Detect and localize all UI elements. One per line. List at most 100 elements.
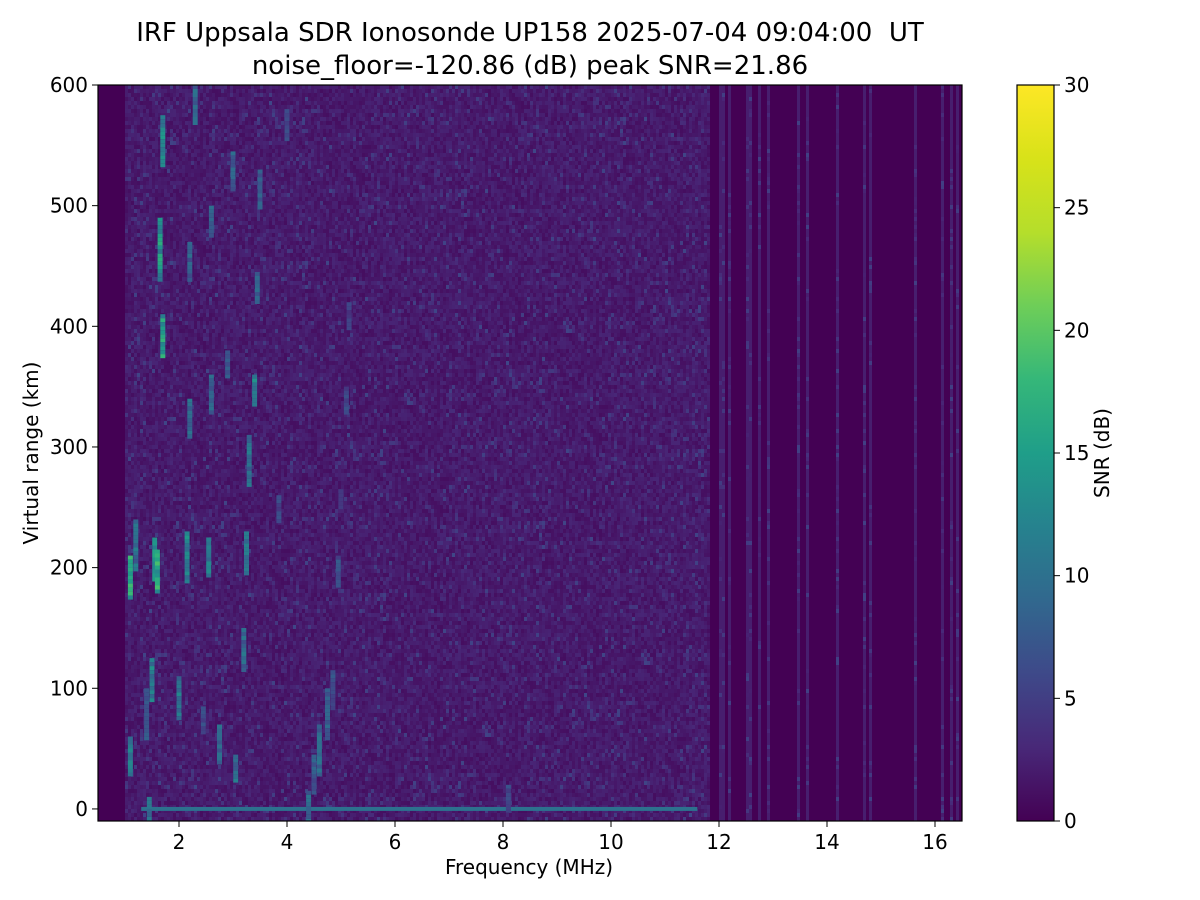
noise-cell xyxy=(194,353,197,357)
noise-cell xyxy=(185,169,188,173)
noise-cell xyxy=(170,553,173,557)
noise-cell xyxy=(197,425,200,429)
noise-cell xyxy=(167,489,170,493)
noise-cell xyxy=(149,437,152,441)
noise-cell xyxy=(203,425,206,429)
noise-cell xyxy=(143,125,146,129)
noise-cell xyxy=(152,161,155,165)
noise-cell xyxy=(194,249,197,253)
noise-cell xyxy=(125,217,128,221)
noise-cell xyxy=(170,561,173,565)
noise-cell xyxy=(149,585,152,589)
noise-cell xyxy=(197,129,200,133)
noise-cell xyxy=(128,229,131,233)
noise-cell xyxy=(170,657,173,661)
noise-cell xyxy=(161,285,164,289)
noise-cell xyxy=(143,297,146,301)
noise-cell xyxy=(179,253,182,257)
noise-cell xyxy=(164,517,167,521)
noise-cell xyxy=(182,409,185,413)
noise-cell xyxy=(191,781,194,785)
noise-cell xyxy=(176,433,179,437)
noise-cell xyxy=(185,121,188,125)
noise-cell xyxy=(137,181,140,185)
noise-cell xyxy=(125,221,128,225)
noise-cell xyxy=(203,261,206,265)
noise-cell xyxy=(125,185,128,189)
noise-cell xyxy=(128,705,131,709)
noise-cell xyxy=(134,621,137,625)
noise-cell xyxy=(200,605,203,609)
noise-cell xyxy=(197,649,200,653)
noise-cell xyxy=(170,597,173,601)
noise-cell xyxy=(185,521,188,525)
noise-cell xyxy=(185,625,188,629)
noise-cell xyxy=(203,409,206,413)
noise-cell xyxy=(176,597,179,601)
noise-cell xyxy=(200,257,203,261)
noise-cell xyxy=(158,741,161,745)
noise-cell xyxy=(197,257,200,261)
noise-cell xyxy=(149,617,152,621)
noise-cell xyxy=(128,197,131,201)
noise-cell xyxy=(143,373,146,377)
noise-cell xyxy=(143,393,146,397)
noise-cell xyxy=(179,465,182,469)
noise-cell xyxy=(125,345,128,349)
noise-cell xyxy=(125,413,128,417)
noise-cell xyxy=(152,601,155,605)
noise-cell xyxy=(194,333,197,337)
noise-cell xyxy=(140,309,143,313)
noise-cell xyxy=(176,357,179,361)
noise-cell xyxy=(125,325,128,329)
noise-cell xyxy=(131,509,134,513)
noise-cell xyxy=(197,141,200,145)
noise-cell xyxy=(161,741,164,745)
noise-cell xyxy=(131,141,134,145)
noise-cell xyxy=(170,577,173,581)
noise-cell xyxy=(194,241,197,245)
noise-cell xyxy=(137,293,140,297)
noise-cell xyxy=(194,717,197,721)
noise-cell xyxy=(149,553,152,557)
noise-cell xyxy=(140,733,143,737)
noise-cell xyxy=(128,169,131,173)
noise-cell xyxy=(161,409,164,413)
noise-cell xyxy=(197,673,200,677)
noise-cell xyxy=(140,525,143,529)
noise-cell xyxy=(149,193,152,197)
noise-cell xyxy=(167,717,170,721)
noise-cell xyxy=(191,669,194,673)
noise-cell xyxy=(134,713,137,717)
noise-cell xyxy=(125,373,128,377)
noise-cell xyxy=(125,401,128,405)
noise-cell xyxy=(191,701,194,705)
noise-cell xyxy=(128,533,131,537)
noise-cell xyxy=(131,265,134,269)
noise-cell xyxy=(185,621,188,625)
noise-cell xyxy=(137,101,140,105)
noise-cell xyxy=(188,301,191,305)
noise-cell xyxy=(170,641,173,645)
noise-cell xyxy=(206,173,209,177)
noise-cell xyxy=(176,757,179,761)
noise-cell xyxy=(194,165,197,169)
noise-cell xyxy=(146,341,149,345)
noise-cell xyxy=(197,301,200,305)
noise-cell xyxy=(197,253,200,257)
noise-cell xyxy=(137,141,140,145)
noise-cell xyxy=(146,785,149,789)
noise-cell xyxy=(137,589,140,593)
noise-cell xyxy=(182,261,185,265)
noise-cell xyxy=(164,785,167,789)
noise-cell xyxy=(182,141,185,145)
noise-cell xyxy=(158,681,161,685)
noise-cell xyxy=(149,433,152,437)
noise-cell xyxy=(170,565,173,569)
noise-cell xyxy=(140,393,143,397)
noise-cell xyxy=(128,329,131,333)
noise-cell xyxy=(173,229,176,233)
noise-cell xyxy=(203,333,206,337)
noise-cell xyxy=(176,121,179,125)
noise-cell xyxy=(134,145,137,149)
